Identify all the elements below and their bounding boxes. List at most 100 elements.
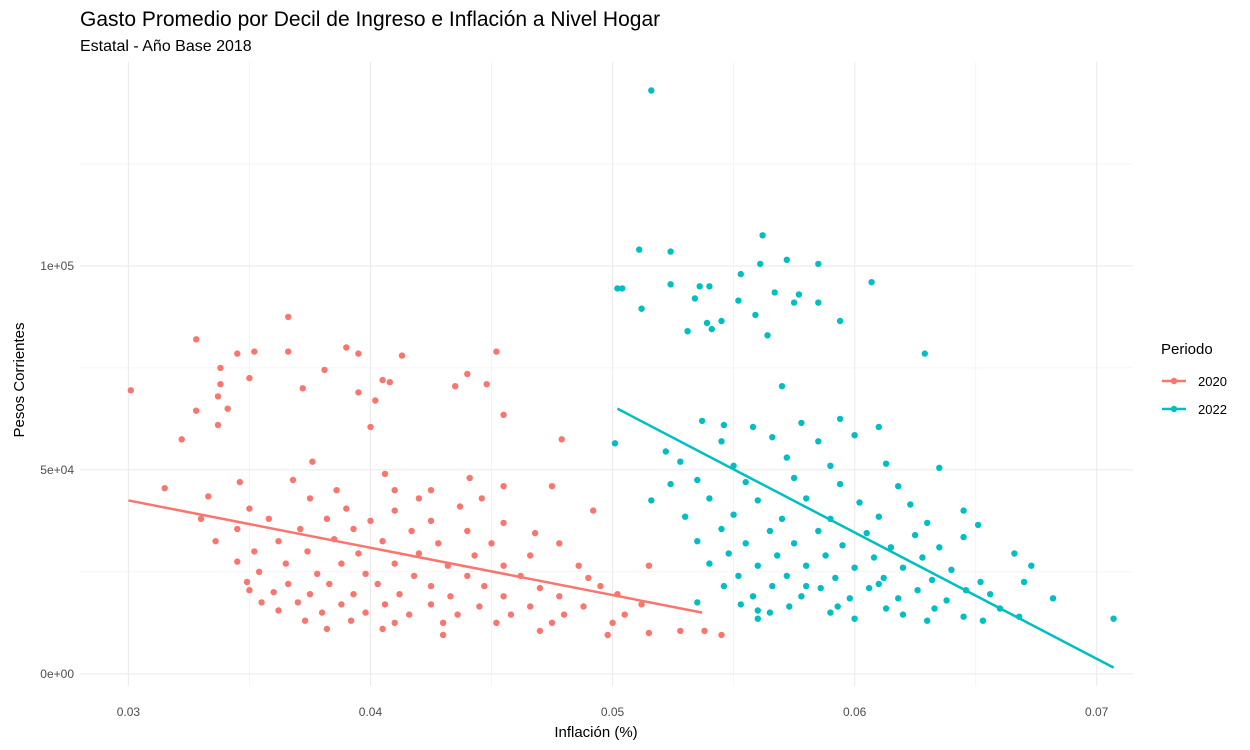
axes: 0.03 0.04 0.05 0.06 0.07 0e+00 5e+04 1e+05	[40, 259, 1108, 719]
data-point-2022	[742, 478, 749, 486]
data-point-2022	[851, 432, 858, 439]
data-point-2022	[931, 605, 938, 612]
data-point-2022	[614, 285, 621, 292]
data-point-2020	[406, 611, 413, 618]
data-point-2022	[648, 87, 655, 94]
data-point-2020	[205, 493, 212, 500]
data-point-2020	[439, 631, 447, 639]
data-point-2022	[708, 325, 715, 333]
y-tick-label: 1e+05	[40, 259, 74, 273]
data-point-2022	[783, 454, 790, 461]
data-point-2020	[527, 552, 534, 559]
x-tick-label: 0.05	[601, 705, 625, 719]
data-point-2020	[255, 568, 263, 575]
data-point-2022	[921, 350, 928, 357]
data-point-2022	[822, 552, 829, 559]
data-point-2022	[764, 332, 771, 339]
trend-line-2020	[128, 499, 703, 614]
data-point-2022	[1011, 550, 1018, 557]
data-point-2022	[735, 297, 742, 304]
data-point-2020	[294, 599, 302, 606]
data-point-2020	[297, 525, 304, 533]
data-point-2020	[214, 421, 222, 429]
data-point-2020	[289, 476, 297, 484]
data-point-2020	[471, 552, 478, 559]
data-point-2022	[936, 544, 943, 551]
data-point-2022	[790, 299, 798, 306]
data-point-2020	[379, 625, 386, 633]
data-point-2020	[677, 627, 684, 635]
data-point-2020	[379, 376, 386, 384]
data-point-2022	[611, 440, 619, 447]
data-point-2020	[396, 591, 403, 598]
data-point-2020	[236, 478, 243, 486]
data-point-2020	[408, 527, 415, 535]
data-point-2020	[500, 519, 507, 527]
data-point-2020	[275, 607, 282, 614]
data-point-2022	[694, 538, 701, 545]
data-point-2022	[754, 562, 761, 569]
data-point-2022	[706, 283, 713, 290]
data-point-2022	[851, 615, 858, 622]
data-point-2022	[730, 511, 737, 518]
data-point-2020	[285, 313, 292, 321]
data-point-2022	[790, 540, 798, 547]
data-point-2020	[338, 601, 345, 608]
data-point-2020	[193, 407, 200, 414]
data-point-2020	[452, 383, 459, 390]
data-point-2020	[367, 517, 374, 524]
data-point-2020	[493, 619, 500, 626]
data-point-2022	[887, 544, 895, 551]
data-point-2020	[556, 540, 563, 547]
data-point-2020	[481, 582, 488, 590]
data-point-2020	[282, 560, 289, 567]
data-point-2020	[214, 393, 222, 400]
data-point-2022	[827, 462, 834, 469]
data-point-2022	[706, 495, 713, 502]
data-point-2022	[754, 497, 761, 504]
data-point-2020	[318, 609, 326, 616]
data-point-2022	[1020, 578, 1028, 586]
data-point-2020	[435, 540, 442, 547]
data-point-2020	[224, 405, 231, 412]
data-point-2022	[718, 525, 725, 533]
data-point-2020	[355, 389, 362, 396]
data-point-2022	[974, 521, 982, 529]
data-point-2020	[251, 348, 258, 355]
data-point-2022	[865, 584, 873, 592]
data-point-2022	[749, 423, 757, 431]
data-point-2020	[386, 379, 393, 386]
data-point-2020	[321, 366, 328, 374]
data-point-2020	[415, 550, 423, 557]
data-point-2020	[427, 517, 435, 524]
data-point-2022	[899, 564, 907, 571]
data-point-2022	[795, 291, 803, 298]
data-point-2022	[815, 527, 822, 535]
data-point-2020	[193, 336, 200, 343]
data-point-2020	[374, 580, 381, 588]
data-point-2022	[757, 260, 764, 268]
data-point-2022	[875, 423, 882, 431]
data-point-2020	[439, 619, 447, 626]
data-point-2020	[243, 578, 251, 586]
y-axis-title: Pesos Corrientes	[11, 322, 28, 437]
data-point-2020	[314, 570, 321, 577]
data-point-2020	[381, 470, 389, 478]
data-point-2020	[285, 580, 292, 588]
data-point-2022	[759, 232, 766, 239]
legend-key-point-2022	[1170, 405, 1178, 413]
y-tick-label: 0e+00	[40, 667, 74, 681]
data-point-2022	[815, 260, 822, 268]
data-point-2022	[636, 246, 643, 253]
data-point-2020	[500, 562, 507, 569]
legend-label-2020: 2020	[1198, 374, 1227, 389]
data-point-2020	[343, 505, 350, 512]
data-point-2020	[347, 617, 355, 624]
data-point-2022	[735, 572, 742, 580]
data-point-2020	[309, 458, 316, 465]
data-point-2020	[493, 348, 500, 355]
trend-line-2022	[616, 407, 1115, 669]
data-point-2020	[398, 352, 406, 359]
data-point-2020	[701, 627, 708, 635]
